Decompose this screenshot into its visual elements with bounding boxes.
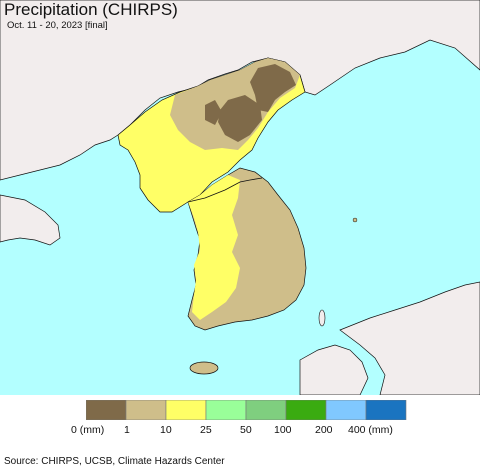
jeju-island: [189, 361, 219, 375]
legend-swatch: [365, 400, 407, 420]
legend-tick: 0 (mm): [71, 424, 105, 436]
japan-kyushu: [299, 344, 369, 395]
legend-swatch: [285, 400, 327, 420]
precipitation-map: [0, 0, 480, 395]
japan-honshu: [339, 281, 480, 395]
legend-tick: 10: [160, 424, 172, 436]
legend-colorbar: [86, 400, 407, 420]
mainland-china-russia: [0, 0, 480, 181]
dmz-line: [187, 177, 263, 203]
legend-swatch: [205, 400, 247, 420]
legend-swatch: [86, 400, 127, 420]
shandong-peninsula: [0, 194, 61, 246]
map-subtitle: Oct. 11 - 20, 2023 [final]: [7, 20, 108, 31]
legend-tick: 200: [315, 424, 333, 436]
legend-tick: 25: [200, 424, 212, 436]
source-footer: Source: CHIRPS, UCSB, Climate Hazards Ce…: [4, 456, 225, 467]
dry-patch-2: [218, 95, 262, 142]
ulleungdo-island: [352, 217, 358, 223]
tsushima-island: [318, 309, 326, 327]
dry-patch-1: [250, 64, 296, 112]
legend-swatch: [165, 400, 207, 420]
legend-tick: 1: [124, 424, 130, 436]
legend-swatch: [325, 400, 367, 420]
south-korea-wet-zone: [188, 175, 240, 320]
legend-swatch: [125, 400, 167, 420]
legend-tick: 400 (mm): [348, 424, 393, 436]
map-title: Precipitation (CHIRPS): [4, 0, 178, 19]
dry-patch-3: [205, 100, 222, 125]
legend-swatch: [245, 400, 287, 420]
legend-tick: 50: [240, 424, 252, 436]
legend-tick: 100: [274, 424, 292, 436]
